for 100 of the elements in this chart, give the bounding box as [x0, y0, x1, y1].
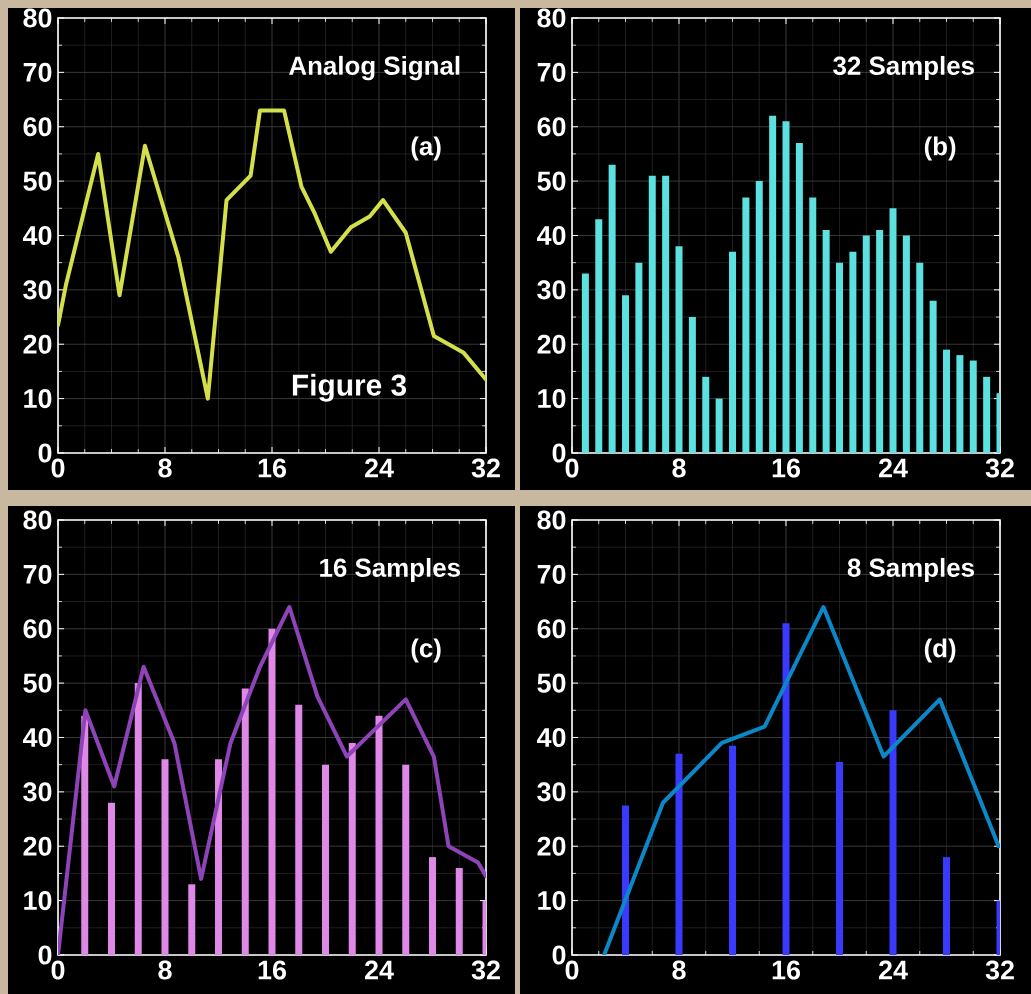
x-tick-label: 24 [878, 960, 908, 980]
y-tick-label: 40 [22, 225, 52, 246]
y-tick-label: 50 [537, 673, 566, 693]
x-tick-label: 16 [772, 960, 800, 980]
bar [836, 262, 844, 453]
bar [622, 295, 630, 453]
y-tick-label: 60 [537, 619, 566, 639]
y-tick-label: 70 [23, 564, 52, 584]
text: 32 Samples [833, 55, 974, 81]
y-tick-label: 70 [23, 62, 52, 82]
line-series [602, 604, 1001, 955]
bar [702, 376, 710, 453]
y-tick-label: 80 [23, 8, 52, 28]
bar [375, 715, 383, 955]
y-tick-label: 30 [23, 280, 52, 300]
line-series [58, 108, 487, 401]
bar [929, 300, 937, 453]
bar [188, 884, 196, 955]
x-tick-label: 24 [364, 458, 394, 478]
y-tick-label: 60 [537, 117, 566, 137]
x-tick-label: 32 [471, 458, 500, 478]
y-tick-label: 0 [38, 945, 52, 965]
x-tick-label: 24 [364, 960, 394, 980]
bar [943, 857, 951, 955]
bar [455, 867, 463, 955]
bar [943, 349, 951, 453]
y-tick-label: 30 [537, 782, 566, 802]
bar [688, 317, 696, 453]
y-tick-label: 10 [24, 891, 52, 911]
y-tick-label: 50 [23, 171, 52, 191]
y-tick-label: 20 [23, 334, 52, 354]
bar [876, 230, 884, 453]
x-tick-label: 32 [985, 458, 1014, 478]
x-tick-label: 0 [565, 458, 579, 478]
text: 8 Samples [847, 557, 974, 583]
bar [769, 115, 777, 453]
y-tick-label: 20 [23, 836, 52, 856]
bar [295, 704, 303, 955]
bar [81, 715, 89, 955]
bar [608, 164, 616, 453]
bar [916, 262, 924, 453]
annotation: (c) [411, 638, 441, 663]
bar [581, 273, 589, 453]
bar [402, 764, 410, 955]
bar [822, 230, 830, 453]
x-tick-label: 8 [672, 960, 686, 980]
bar [622, 805, 630, 955]
bar [134, 683, 142, 955]
y-tick-label: 10 [24, 389, 52, 409]
bar [983, 376, 991, 453]
bar [161, 759, 169, 955]
bar [742, 197, 750, 453]
bar [849, 251, 857, 453]
y-tick-label: 60 [23, 619, 52, 639]
y-tick-label: 20 [537, 334, 566, 354]
bar [956, 355, 964, 453]
x-tick-label: 8 [158, 458, 172, 478]
bar [268, 628, 276, 955]
annotation: (b) [924, 136, 956, 161]
y-tick-label: 70 [537, 564, 566, 584]
bar [889, 208, 897, 453]
y-tick-label: 40 [536, 727, 566, 748]
bar [348, 742, 356, 955]
y-tick-label: 80 [537, 510, 566, 530]
y-tick-label: 10 [538, 891, 566, 911]
y-tick-label: 80 [23, 510, 52, 530]
bar [729, 251, 737, 453]
bar [675, 246, 683, 453]
annotation: Figure 3 [292, 373, 407, 402]
bar [241, 688, 249, 955]
bar [969, 360, 977, 453]
x-tick-label: 32 [471, 960, 500, 980]
bar [215, 759, 223, 955]
bar [889, 710, 897, 955]
y-tick-label: 30 [23, 782, 52, 802]
y-tick-label: 60 [23, 117, 52, 137]
y-tick-label: 30 [537, 280, 566, 300]
annotation: (a) [411, 136, 441, 161]
bar [322, 764, 330, 955]
y-tick-label: 40 [536, 225, 566, 246]
bar [836, 761, 844, 955]
x-tick-label: 16 [772, 458, 800, 478]
y-tick-label: 0 [552, 945, 566, 965]
x-tick-label: 0 [51, 458, 65, 478]
y-tick-label: 0 [552, 443, 566, 463]
x-tick-label: 0 [51, 960, 65, 980]
y-tick-label: 80 [537, 8, 566, 28]
bar [595, 219, 603, 453]
bar [729, 745, 737, 955]
y-tick-label: 40 [22, 727, 52, 748]
x-tick-label: 16 [258, 458, 286, 478]
x-tick-label: 24 [878, 458, 908, 478]
y-tick-label: 50 [23, 673, 52, 693]
bar [648, 175, 656, 453]
x-tick-label: 32 [985, 960, 1014, 980]
y-tick-label: 50 [537, 171, 566, 191]
bar [782, 623, 790, 955]
annotation: (d) [924, 638, 956, 663]
x-tick-label: 0 [565, 960, 579, 980]
x-tick-label: 8 [158, 960, 172, 980]
